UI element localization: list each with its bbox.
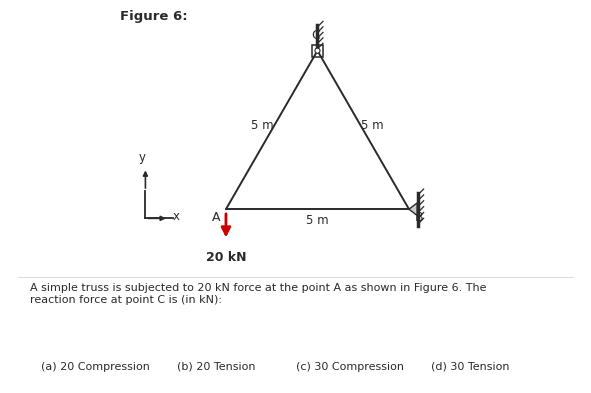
Text: y: y [139,151,146,164]
Text: 5 m: 5 m [251,119,274,132]
Text: Figure 6:: Figure 6: [120,10,187,23]
Text: 5 m: 5 m [306,214,329,227]
Text: (b) 20 Tension: (b) 20 Tension [177,362,256,371]
Polygon shape [409,203,417,215]
Text: (d) 30 Tension: (d) 30 Tension [431,362,510,371]
Text: 5 m: 5 m [361,119,384,132]
Text: (c) 30 Compression: (c) 30 Compression [296,362,404,371]
Text: B: B [414,211,423,224]
Text: A simple truss is subjected to 20 kN force at the point A as shown in Figure 6. : A simple truss is subjected to 20 kN for… [30,283,486,305]
Text: C: C [311,29,320,42]
Text: (a) 20 Compression: (a) 20 Compression [41,362,150,371]
Text: x: x [173,210,180,223]
Text: A: A [212,211,220,224]
Circle shape [315,48,320,53]
Text: 20 kN: 20 kN [206,251,246,264]
